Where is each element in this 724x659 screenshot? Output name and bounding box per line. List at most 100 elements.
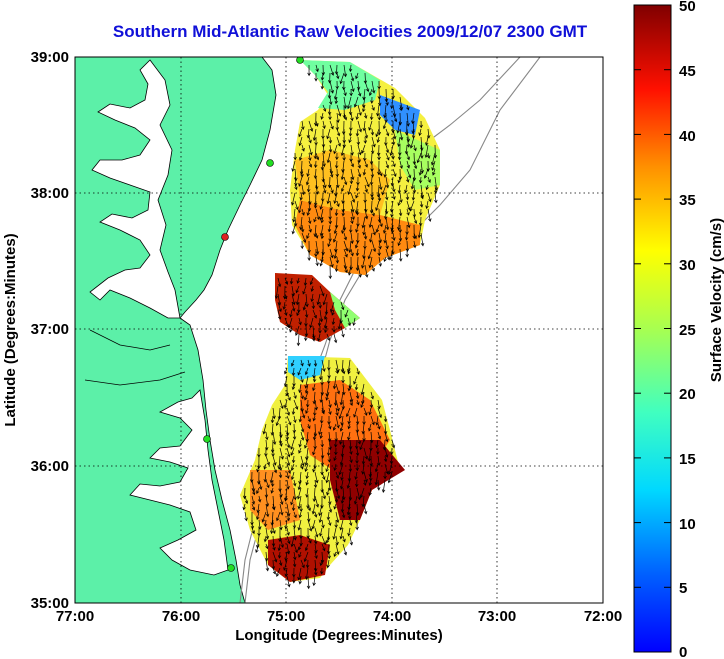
velocity-arrow [326,192,331,205]
velocity-arrow [330,301,335,313]
velocity-arrow [298,128,303,138]
velocity-arrow [296,309,300,317]
velocity-arrow [357,104,362,116]
velocity-arrow [363,152,367,162]
velocity-arrow [353,407,358,418]
velocity-arrow [350,112,354,122]
velocity-arrow [412,240,417,249]
velocity-arrow [290,463,295,471]
velocity-arrow [286,471,290,480]
velocity-arrow [321,519,325,529]
velocity-arrow [347,471,352,482]
velocity-arrow [328,495,332,505]
velocity-arrow [261,511,267,523]
velocity-arrow [300,407,306,419]
velocity-arrow [409,200,415,212]
velocity-arrow [354,471,358,480]
velocity-arrow [295,285,300,294]
velocity-arrow [323,309,328,320]
velocity-arrow [335,511,340,524]
velocity-arrow [307,200,312,212]
velocity-arrow [320,232,325,240]
velocity-arrow [335,367,339,375]
velocity-arrow [355,192,359,199]
velocity-arrow [389,248,394,261]
velocity-arrow [319,431,323,439]
velocity-arrow [377,112,382,121]
velocity-arrow [327,431,332,442]
velocity-arrow [391,439,396,449]
velocity-arrow [272,567,277,575]
x-tick-label: 73:00 [478,608,516,625]
velocity-arrow [322,104,327,112]
velocity-arrow [378,216,383,228]
velocity-arrow [329,80,334,94]
velocity-arrow [340,144,345,157]
velocity-arrow [342,136,346,149]
velocity-arrow [301,208,305,216]
velocity-arrow [328,112,332,121]
velocity-arrow [392,184,396,193]
velocity-arrow [286,463,292,474]
velocity-arrow [368,407,372,416]
velocity-arrow [399,104,403,112]
x-axis-label: Longitude (Degrees:Minutes) [235,627,443,644]
velocity-arrow [328,136,333,144]
velocity-arrow [413,160,418,170]
velocity-arrow [396,120,401,134]
colorbar-tick-label: 45 [679,63,696,80]
velocity-arrow [377,248,381,257]
velocity-arrow [326,487,330,496]
velocity-arrow [345,407,351,418]
velocity-arrow [297,495,302,510]
velocity-arrow [335,487,341,500]
velocity-arrow [332,375,337,390]
velocity-arrow [313,407,317,417]
velocity-arrow [336,104,342,117]
velocity-arrow [335,80,339,90]
velocity-arrow [293,511,297,519]
velocity-arrow [320,567,324,575]
velocity-arrow [305,471,309,480]
velocity-arrow [347,415,351,425]
velocity-arrow [312,375,317,383]
velocity-arrow [384,431,389,443]
velocity-arrow [301,184,306,196]
velocity-arrow [315,208,320,221]
x-tick-label: 75:00 [267,608,305,625]
velocity-arrow [335,399,340,412]
velocity-arrow [376,479,381,491]
velocity-arrow [369,232,373,243]
velocity-arrow [383,471,387,480]
velocity-arrow [320,455,325,467]
velocity-arrow [356,487,361,501]
velocity-arrow [277,551,282,559]
velocity-arrow [256,503,260,514]
velocity-arrow [410,176,415,190]
velocity-arrow [332,423,337,431]
velocity-arrow [406,136,411,148]
velocity-arrow [314,551,318,560]
velocity-arrow [313,168,318,180]
velocity-arrow [406,168,412,179]
velocity-arrow [306,128,311,139]
velocity-arrow [398,168,403,181]
velocity-arrow [434,192,438,204]
velocity-arrow [343,88,347,97]
velocity-arrow [348,128,353,137]
velocity-arrow [375,200,380,212]
velocity-arrow [291,224,296,235]
velocity-arrow [334,431,338,442]
velocity-arrow [304,309,309,318]
velocity-arrow [314,136,318,146]
velocity-arrow [392,160,396,168]
velocity-arrow [334,64,339,75]
velocity-arrow [362,431,366,442]
velocity-arrow [347,383,351,392]
velocity-arrow [327,88,332,99]
velocity-arrow [363,112,368,119]
velocity-arrow [385,176,390,189]
velocity-arrow [307,519,313,532]
velocity-arrow [306,575,311,590]
